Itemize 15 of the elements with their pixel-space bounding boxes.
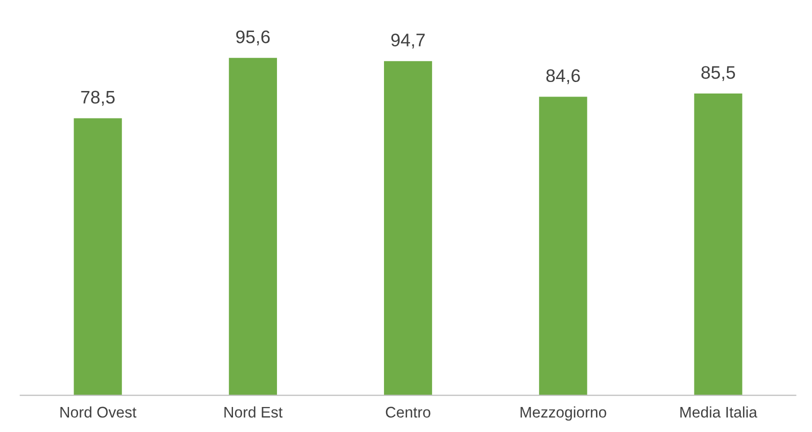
data-label: 84,6: [546, 69, 580, 84]
x-tick-label: Nord Ovest: [60, 406, 136, 418]
x-tick-label: Nord Est: [224, 406, 283, 418]
data-label: 95,6: [236, 30, 270, 46]
bar: [694, 94, 742, 396]
bar: [384, 61, 432, 396]
x-tick-label: Centro: [386, 406, 430, 418]
bar: [228, 58, 277, 396]
data-label: 85,5: [701, 66, 736, 82]
x-tick-label: Media Italia: [680, 406, 758, 418]
data-label: 78,5: [81, 90, 115, 106]
x-tick-label: Mezzogiorno: [520, 406, 606, 421]
data-label: 94,7: [391, 34, 425, 49]
bar: [74, 118, 122, 396]
bar: [539, 96, 588, 396]
